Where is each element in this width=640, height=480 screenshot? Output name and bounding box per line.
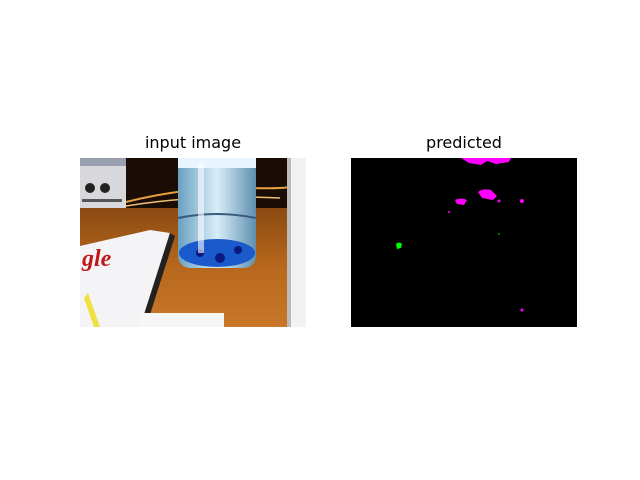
monitor-edge xyxy=(290,158,306,327)
green-dot xyxy=(498,233,500,235)
paper-sheet xyxy=(80,230,170,327)
magenta-dot-3 xyxy=(520,308,524,312)
magenta-dot-4 xyxy=(448,211,450,213)
magenta-blob-left xyxy=(455,198,467,205)
mask-background xyxy=(351,158,577,327)
predicted-mask xyxy=(351,158,577,327)
input-photo-svg: gle xyxy=(80,158,306,327)
magenta-blob-top xyxy=(461,158,511,165)
magenta-dot-2 xyxy=(520,199,524,203)
magenta-blob-mid xyxy=(478,189,497,200)
white-object xyxy=(140,313,224,327)
panel-title-input: input image xyxy=(144,133,242,152)
logo-text: gle xyxy=(81,246,112,272)
panel-title-predicted: predicted xyxy=(426,133,502,152)
green-blob xyxy=(396,242,402,249)
prediction-svg xyxy=(351,158,577,327)
input-image: gle xyxy=(80,158,306,327)
magenta-dot-1 xyxy=(497,199,501,203)
yellow-ruler xyxy=(84,293,100,327)
